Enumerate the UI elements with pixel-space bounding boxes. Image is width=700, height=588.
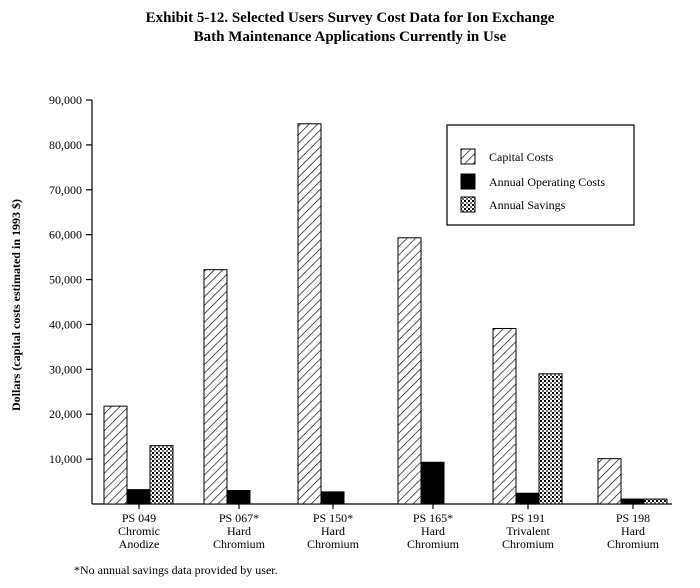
y-tick-label: 40,000 [49,317,82,331]
y-tick-label: 90,000 [49,93,82,107]
bar-capital-costs-1 [103,405,128,505]
x-category-label: Chromium [213,537,266,551]
bar-capital-costs-5 [492,327,517,505]
x-category-label: PS 067* [219,511,259,525]
y-tick-label: 30,000 [49,362,82,376]
x-category-label: Chromium [502,537,555,551]
legend: Capital Costs Annual Operating Costs Ann… [446,124,635,226]
chart-title-line-1: Exhibit 5-12. Selected Users Survey Cost… [146,10,555,26]
x-ticks [138,504,634,509]
bar-capital-costs-3 [297,123,322,505]
x-category-label: Chromium [407,537,460,551]
y-tick-label: 50,000 [49,273,82,287]
x-category-label: Trivalent [506,524,550,538]
x-category-label: Chromium [607,537,660,551]
legend-label-annual-savings: Annual Savings [489,198,566,212]
bar-annual-operating-costs-3 [320,491,345,505]
x-category-label: Hard [621,524,645,538]
x-category-label: PS 198 [616,511,650,525]
legend-swatch-annual-operating-costs [460,173,476,190]
x-category-label: Anodize [119,537,160,551]
legend-label-annual-operating-costs: Annual Operating Costs [489,175,605,189]
bar-capital-costs-2 [203,269,228,505]
bar-annual-operating-costs-4 [420,461,445,505]
y-tick-label: 60,000 [49,228,82,242]
y-tick-label: 70,000 [49,183,82,197]
y-tick-label: 10,000 [49,452,82,466]
bar-capital-costs-6 [597,458,622,505]
x-category-label: PS 049 [122,511,156,525]
bars [103,123,668,505]
footnote: *No annual savings data provided by user… [74,563,278,577]
legend-swatch-annual-savings [460,196,476,213]
bar-annual-savings-1 [149,445,174,505]
bar-annual-savings-6 [643,498,668,505]
x-category-label: PS 150* [313,511,353,525]
x-category-label: Hard [421,524,445,538]
x-category-label: PS 191 [511,511,545,525]
bar-annual-operating-costs-6 [620,498,645,505]
y-tick-label: 20,000 [49,407,82,421]
x-category-label: Hard [227,524,251,538]
x-category-label: Chromium [307,537,360,551]
bar-capital-costs-4 [397,237,422,505]
y-ticks: 10,000 20,000 30,000 40,000 50,000 60,000 70,0… [49,93,92,466]
legend-label-capital-costs: Capital Costs [489,150,554,164]
x-category-label: PS 165* [413,511,453,525]
y-tick-label: 80,000 [49,138,82,152]
bar-annual-operating-costs-2 [226,490,251,505]
x-category-label: Chromic [118,524,160,538]
legend-swatch-capital-costs [460,148,476,165]
bar-annual-operating-costs-5 [515,492,540,505]
y-axis-label: Dollars (capital costs estimated in 1993… [9,199,23,411]
bar-annual-savings-5 [538,373,563,505]
bar-annual-operating-costs-1 [126,489,151,505]
legend-box [446,124,635,226]
x-category-label: Hard [321,524,345,538]
chart-title-line-2: Bath Maintenance Applications Currently … [194,29,507,45]
